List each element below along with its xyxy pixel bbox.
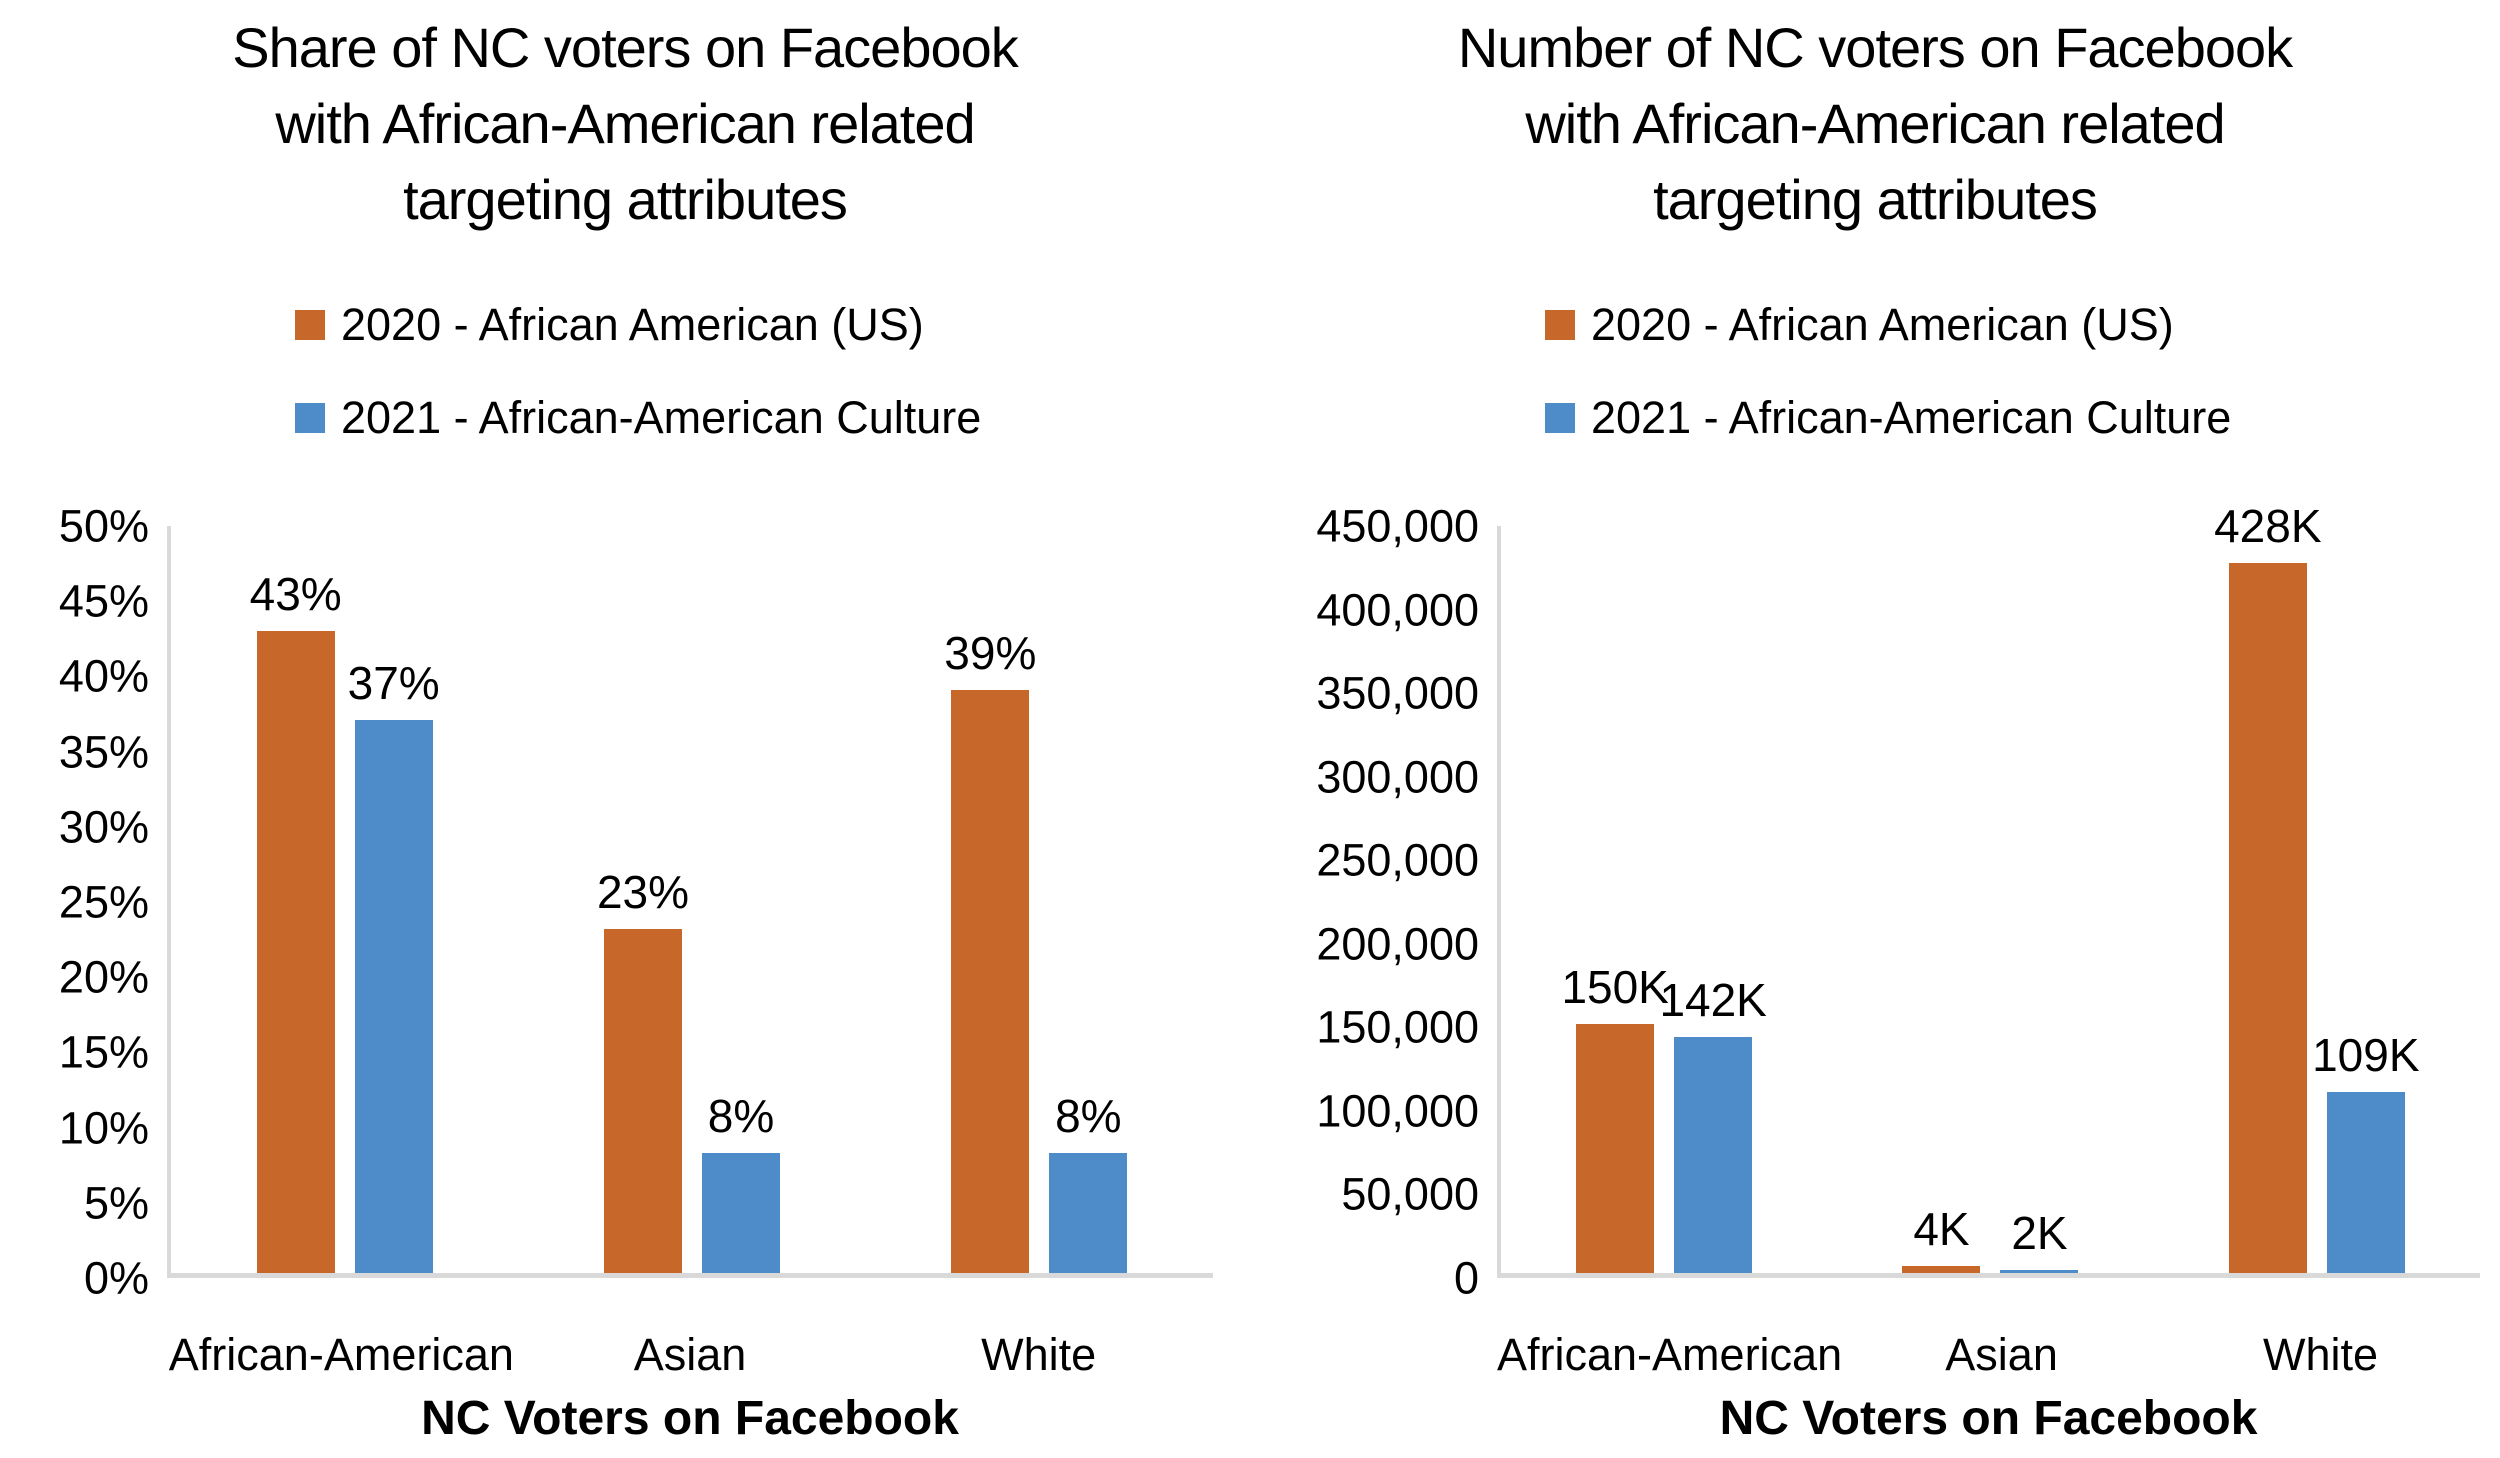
x-axis-category-label: Asian	[633, 1329, 747, 1380]
y-axis: 0 50,000 100,000 150,000 200,000 250,000 300,0…	[1250, 504, 1497, 1301]
chart-title-line: with African-American related	[275, 92, 975, 155]
legend-item: 2020 - African American (US)	[1545, 298, 2500, 351]
legend: 2020 - African American (US) 2021 - Afric…	[295, 298, 1250, 444]
bar-value-label: 2K	[2011, 1206, 2068, 1259]
y-axis-tick-label: 50%	[58, 500, 149, 552]
legend-item: 2021 - African-American Culture	[1545, 391, 2500, 444]
bar: 23%	[597, 867, 689, 1273]
y-axis-tick-label: 350,000	[1316, 667, 1479, 719]
bar-value-label: 37%	[347, 657, 440, 710]
chart-title-line: Share of NC voters on Facebook	[232, 16, 1019, 79]
number-chart-panel: Number of NC voters on Facebook with Afr…	[1250, 0, 2500, 1458]
x-axis-title: NC Voters on Facebook	[1719, 1392, 2258, 1445]
y-axis-tick-label: 5%	[83, 1177, 149, 1229]
bar: 150K	[1561, 962, 1669, 1273]
x-axis-category-label: African-American	[168, 1329, 514, 1380]
x-axis-category-label: White	[981, 1329, 1097, 1380]
bar: 2K	[2000, 1208, 2079, 1273]
bar-value-label: 4K	[1913, 1203, 1970, 1256]
bar-value-label: 428K	[2214, 499, 2322, 552]
plot-area: 150K 142K 4K 2K 428K 109K	[1497, 501, 2480, 1278]
legend-item: 2020 - African American (US)	[295, 298, 1250, 351]
x-axis: African-American Asian White	[1497, 1328, 2500, 1382]
y-axis-tick-label: 35%	[58, 726, 149, 778]
bar: 109K	[2312, 1030, 2420, 1273]
bar-group: 4K 2K	[1827, 526, 2153, 1273]
legend-swatch	[295, 402, 325, 433]
bar: 43%	[250, 569, 342, 1273]
y-axis-tick-label: 400,000	[1316, 584, 1479, 636]
bar-group: 39% 8%	[866, 526, 1213, 1273]
legend-label: 2020 - African American (US)	[341, 299, 924, 350]
legend-swatch	[1545, 402, 1575, 433]
legend-swatch	[1545, 309, 1575, 340]
y-axis-tick-label: 150,000	[1316, 1001, 1479, 1053]
legend: 2020 - African American (US) 2021 - Afric…	[1545, 298, 2500, 444]
y-axis-tick-label: 10%	[58, 1102, 149, 1154]
bar: 8%	[1049, 1091, 1128, 1273]
y-axis-tick-label: 30%	[58, 801, 149, 853]
legend-item: 2021 - African-American Culture	[295, 391, 1250, 444]
bar-value-label: 150K	[1561, 961, 1669, 1013]
bar-value-label: 43%	[249, 567, 342, 620]
chart-title-line: with African-American related	[1525, 92, 2225, 155]
bar: 4K	[1902, 1204, 1981, 1273]
chart-title: Number of NC voters on Facebook with Afr…	[1250, 10, 2500, 238]
bar-group: 150K 142K	[1501, 526, 1827, 1273]
chart-title: Share of NC voters on Facebook with Afri…	[0, 10, 1250, 238]
y-axis-tick-label: 25%	[58, 876, 149, 928]
y-axis-tick-label: 45%	[58, 575, 149, 627]
bar-group: 23% 8%	[518, 526, 865, 1273]
chart-title-line: targeting attributes	[1653, 168, 2098, 231]
y-axis-tick-label: 300,000	[1316, 751, 1479, 803]
x-axis-category-label: White	[2263, 1329, 2379, 1380]
plot-area: 43% 37% 23% 8% 39% 8%	[167, 526, 1213, 1278]
chart-body: 0% 5% 10% 15% 20% 25% 30% 35% 40% 45% 50% 43% 37% 23…	[0, 504, 1250, 1301]
x-axis-category-label: African-American	[1497, 1329, 1843, 1380]
y-axis-tick-label: 450,000	[1316, 500, 1479, 552]
y-axis-tick-label: 20%	[58, 951, 149, 1003]
bar: 428K	[2214, 501, 2322, 1273]
y-axis: 0% 5% 10% 15% 20% 25% 30% 35% 40% 45% 50%	[0, 504, 167, 1301]
y-axis-tick-label: 200,000	[1316, 918, 1479, 970]
legend-label: 2020 - African American (US)	[1591, 299, 2174, 350]
bar: 142K	[1659, 975, 1767, 1273]
x-axis-title: NC Voters on Facebook	[421, 1392, 959, 1445]
chart-body: 0 50,000 100,000 150,000 200,000 250,000 300,0…	[1250, 501, 2500, 1301]
y-axis-tick-label: 40%	[58, 650, 149, 702]
y-axis-tick-label: 0	[1453, 1252, 1479, 1304]
bar-group: 43% 37%	[171, 526, 518, 1273]
chart-title-line: Number of NC voters on Facebook	[1457, 16, 2293, 79]
chart-title-line: targeting attributes	[403, 168, 848, 231]
bar-value-label: 39%	[944, 627, 1037, 680]
legend-label: 2021 - African-American Culture	[1591, 392, 2232, 443]
bar: 37%	[348, 658, 440, 1273]
y-axis-tick-label: 250,000	[1316, 834, 1479, 886]
bar: 8%	[701, 1091, 780, 1273]
y-axis-tick-label: 15%	[58, 1026, 149, 1078]
bar: 39%	[944, 628, 1036, 1273]
bar-group: 428K 109K	[2154, 501, 2480, 1273]
bar-value-label: 23%	[596, 866, 690, 919]
share-chart-panel: Share of NC voters on Facebook with Afri…	[0, 10, 1250, 1445]
y-axis-tick-label: 100,000	[1316, 1085, 1479, 1137]
x-axis-category-label: Asian	[1945, 1329, 2058, 1380]
bar-value-label: 142K	[1659, 974, 1767, 1027]
bar-value-label: 109K	[2312, 1029, 2420, 1082]
x-axis: African-American Asian White	[167, 1328, 1250, 1382]
y-axis-tick-label: 50,000	[1341, 1168, 1479, 1220]
bar-value-label: 8%	[1055, 1090, 1122, 1143]
y-axis-tick-label: 0%	[83, 1252, 149, 1304]
legend-label: 2021 - African-American Culture	[341, 392, 982, 443]
bar-value-label: 8%	[707, 1090, 775, 1143]
legend-swatch	[295, 309, 325, 340]
